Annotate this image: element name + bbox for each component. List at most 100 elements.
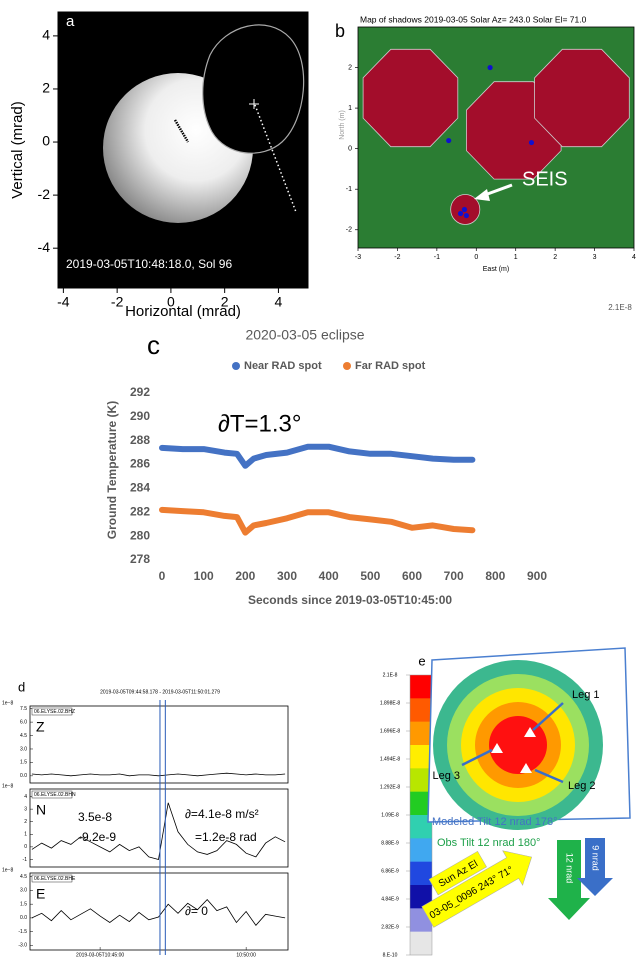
colorbar-tick-label: 1.494E-8 xyxy=(380,756,401,762)
scale-label: 1e−8 xyxy=(2,867,13,873)
map-title: Map of shadows 2019-03-05 Solar Az= 243.… xyxy=(360,14,587,24)
x-tick-label: 600 xyxy=(402,569,422,583)
y-axis-label: Ground Temperature (K) xyxy=(105,401,119,539)
y-tick-label: -2 xyxy=(346,227,352,234)
shadow xyxy=(534,48,630,148)
colorbar-tick-label: 1.696E-8 xyxy=(380,728,401,734)
panel-label: b xyxy=(335,21,345,41)
x-axis-label: East (m) xyxy=(483,266,509,273)
y-tick-label: -1.5 xyxy=(18,929,27,935)
y-tick-label: -1 xyxy=(23,857,28,863)
plot-frame xyxy=(57,11,309,289)
y-tick-label: 2 xyxy=(42,80,50,96)
y-tick-label: 4.5 xyxy=(20,733,27,739)
y-tick-label: 3.0 xyxy=(20,888,27,894)
leg-marker xyxy=(520,763,532,773)
leg-pointer xyxy=(534,768,564,784)
x-tick-label: 800 xyxy=(485,569,505,583)
leg-pointer xyxy=(461,748,493,767)
chart-title: 2020-03-05 eclipse xyxy=(245,327,364,343)
leg-label: Leg 3 xyxy=(432,770,460,782)
leg-pointer xyxy=(532,702,564,731)
y-tick-label: 278 xyxy=(130,552,150,566)
colorbar-tick-label: 2.82E-9 xyxy=(381,924,399,930)
x-axis-label: Seconds since 2019-03-05T10:45:00 xyxy=(248,593,452,607)
x-tick-label: 2019-03-05T10:45:00 xyxy=(76,952,124,958)
colorbar-tick-label: 2.1E-8 xyxy=(383,672,398,678)
y-tick-label: 4.5 xyxy=(20,874,27,880)
legend-marker xyxy=(343,362,351,370)
y-tick-label: 290 xyxy=(130,409,150,423)
component-label: Z xyxy=(36,719,45,735)
annotation: 2019-03-05T10:48:18.0, Sol 96 xyxy=(66,257,232,271)
x-tick-label: 4 xyxy=(275,294,283,310)
x-tick-label: 700 xyxy=(444,569,464,583)
y-tick-label: 4 xyxy=(24,794,27,800)
colorbar-segment xyxy=(410,721,432,746)
colorbar-segment xyxy=(410,885,432,909)
channel-label: 06.ELYSE.02.BHZ xyxy=(34,709,75,715)
phobos-center xyxy=(249,99,259,109)
y-tick-label: -4 xyxy=(38,239,51,255)
channel-label: 06.ELYSE.02.BHN xyxy=(34,792,76,798)
x-tick-label: -4 xyxy=(57,294,70,310)
seis-arrowhead xyxy=(474,189,490,201)
x-tick-label: 10:50:00 xyxy=(236,952,256,958)
colorbar-segment xyxy=(410,815,432,839)
x-tick-label: 0 xyxy=(167,294,175,310)
phobos-track xyxy=(254,104,297,213)
tilt-ring xyxy=(489,716,547,774)
foot-point xyxy=(528,139,535,146)
leg-marker xyxy=(491,743,503,753)
foot-point xyxy=(446,137,452,144)
colorbar-segment xyxy=(410,931,432,956)
image-layer xyxy=(103,24,305,223)
annotation: ∂=4.1e-8 m/s² xyxy=(185,807,259,821)
x-tick-label: 300 xyxy=(277,569,297,583)
y-tick-label: -1 xyxy=(346,186,352,193)
colorbar-segment xyxy=(410,861,432,886)
y-tick-label: 282 xyxy=(130,504,150,518)
x-axis-label: Horizontal (mrad) xyxy=(125,303,241,320)
trace xyxy=(31,772,286,777)
colorbar-segment xyxy=(410,745,432,769)
sun-track xyxy=(173,119,190,143)
y-tick-label: 288 xyxy=(130,433,150,447)
x-tick-label: 0 xyxy=(474,254,478,261)
x-tick-label: 200 xyxy=(235,569,255,583)
y-tick-label: 0 xyxy=(24,844,27,850)
colorbar-segment xyxy=(410,768,432,792)
leg-label: Leg 1 xyxy=(572,689,600,701)
colorbar-segment xyxy=(410,698,432,722)
colorbar-tick-label: 8.88E-9 xyxy=(381,840,399,846)
y-axis-label: Vertical (mrad) xyxy=(9,101,26,199)
scale-label: 1e−8 xyxy=(2,700,13,706)
x-tick-label: 500 xyxy=(360,569,380,583)
trace-frame xyxy=(29,872,289,951)
colorbar-segment xyxy=(410,675,432,699)
y-tick-label: 286 xyxy=(130,457,150,471)
x-tick-label: 2 xyxy=(221,294,229,310)
arrow-label: 12 nrad xyxy=(565,853,575,884)
x-tick-label: -1 xyxy=(434,254,440,261)
sun-arrow-body xyxy=(421,850,533,928)
colorbar-tick-label: 1.09E-8 xyxy=(381,812,399,818)
panel-label: e xyxy=(418,653,425,668)
shadow-layer xyxy=(362,48,630,225)
x-tick-label: 0 xyxy=(159,569,166,583)
y-tick-label: 0.0 xyxy=(20,915,27,921)
x-tick-label: 400 xyxy=(319,569,339,583)
y-tick-label: -3.0 xyxy=(18,943,27,949)
y-tick-label: 0 xyxy=(42,133,50,149)
annotation: ∂T=1.3° xyxy=(218,410,302,437)
x-tick-label: 100 xyxy=(194,569,214,583)
shadow xyxy=(362,48,459,148)
modeled-arrow xyxy=(577,838,613,896)
colorbar-segment xyxy=(410,838,432,862)
note: 2.1E-8 xyxy=(608,303,632,312)
colorbar-segment xyxy=(410,791,432,816)
y-tick-label: -2 xyxy=(38,186,51,202)
annotation: =1.2e-8 rad xyxy=(195,830,257,844)
foot-point xyxy=(457,210,464,217)
